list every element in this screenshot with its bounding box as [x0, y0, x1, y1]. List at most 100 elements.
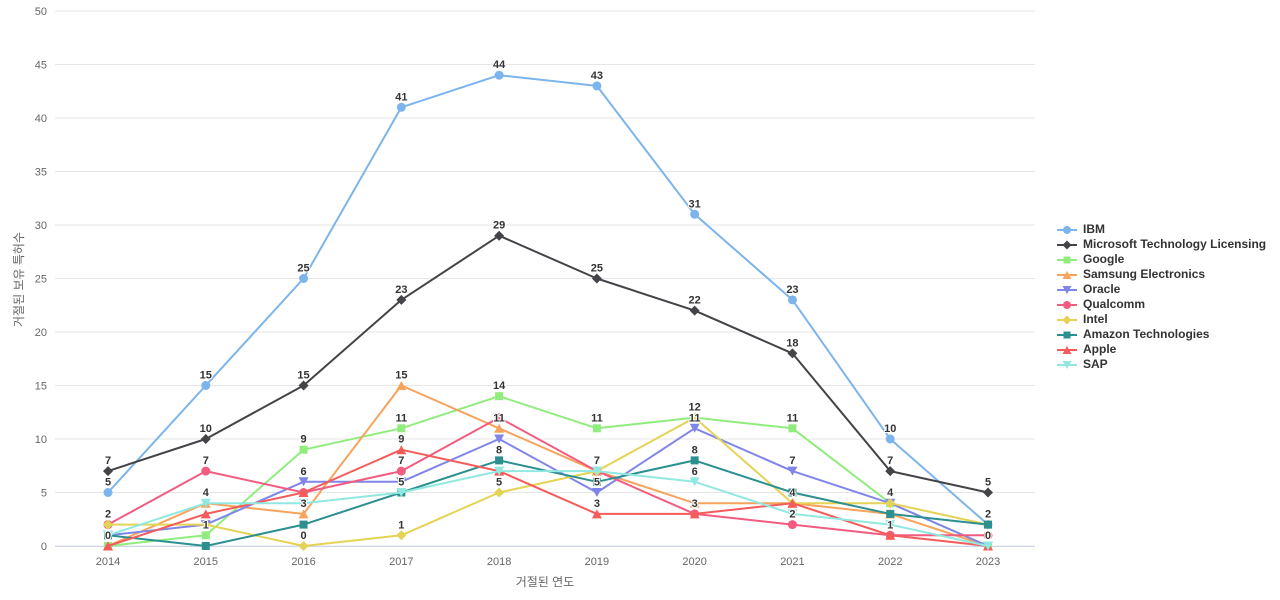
data-point-microsoft-technology-licensing[interactable] — [494, 230, 505, 241]
data-point-google[interactable] — [592, 424, 601, 433]
x-tick-label: 2017 — [389, 556, 413, 568]
data-point-ibm[interactable] — [885, 434, 895, 444]
data-point-sap[interactable] — [298, 498, 309, 508]
legend-item-ibm[interactable]: IBM — [1056, 222, 1266, 237]
data-point-sap[interactable] — [689, 477, 700, 487]
data-point-microsoft-technology-licensing[interactable] — [298, 380, 309, 391]
x-axis-title: 거절된 연도 — [515, 575, 575, 589]
data-point-label: 2 — [105, 509, 111, 521]
data-point-qualcomm[interactable] — [396, 466, 406, 476]
data-point-google[interactable] — [397, 424, 406, 433]
legend-item-apple[interactable]: Apple — [1056, 342, 1266, 357]
data-point-ibm[interactable] — [592, 81, 602, 91]
data-point-ibm[interactable] — [201, 381, 211, 390]
series-line-qualcomm[interactable] — [107, 416, 989, 537]
legend-item-samsung-electronics[interactable]: Samsung Electronics — [1056, 267, 1266, 282]
data-point-intel[interactable] — [885, 498, 896, 509]
data-point-samsung-electronics[interactable] — [396, 381, 407, 390]
data-point-apple[interactable] — [298, 488, 309, 497]
data-point-amazon-technologies[interactable] — [690, 456, 699, 465]
legend-item-google[interactable]: Google — [1056, 252, 1266, 267]
data-point-apple[interactable] — [689, 509, 700, 519]
data-point-samsung-electronics[interactable] — [689, 498, 700, 508]
data-point-sap[interactable] — [885, 520, 896, 530]
data-point-amazon-technologies[interactable] — [495, 456, 504, 465]
series-line-oracle[interactable] — [107, 427, 989, 547]
data-point-ibm[interactable] — [494, 70, 504, 80]
data-point-apple[interactable] — [103, 541, 113, 551]
data-point-intel[interactable] — [494, 487, 505, 498]
y-tick-label: 0 — [41, 541, 47, 553]
data-point-ibm[interactable] — [690, 209, 700, 219]
data-point-microsoft-technology-licensing[interactable] — [885, 466, 896, 477]
data-point-amazon-technologies[interactable] — [984, 520, 992, 529]
data-point-intel[interactable] — [689, 412, 700, 423]
data-point-sap[interactable] — [396, 488, 407, 497]
data-point-sap[interactable] — [787, 509, 798, 519]
data-point-sap[interactable] — [200, 498, 211, 508]
data-point-apple[interactable] — [787, 498, 798, 508]
data-point-oracle[interactable] — [494, 434, 505, 444]
data-point-label: 3 — [692, 498, 698, 510]
data-point-microsoft-technology-licensing[interactable] — [591, 273, 602, 284]
data-point-google[interactable] — [495, 392, 504, 401]
data-point-microsoft-technology-licensing[interactable] — [396, 294, 407, 305]
data-point-label: 7 — [594, 455, 600, 467]
data-point-sap[interactable] — [591, 466, 602, 476]
legend-item-amazon-technologies[interactable]: Amazon Technologies — [1056, 327, 1266, 342]
data-point-microsoft-technology-licensing[interactable] — [689, 305, 700, 316]
data-point-sap[interactable] — [103, 530, 113, 540]
data-point-ibm[interactable] — [396, 102, 406, 112]
data-point-qualcomm[interactable] — [983, 530, 993, 540]
data-point-qualcomm[interactable] — [787, 520, 797, 530]
data-point-amazon-technologies[interactable] — [788, 488, 797, 497]
data-point-ibm[interactable] — [299, 274, 309, 283]
data-point-samsung-electronics[interactable] — [298, 509, 309, 519]
data-point-sap[interactable] — [983, 541, 993, 551]
data-point-oracle[interactable] — [396, 477, 407, 487]
legend-item-sap[interactable]: SAP — [1056, 357, 1266, 372]
data-point-oracle[interactable] — [689, 423, 700, 433]
data-point-oracle[interactable] — [787, 466, 798, 476]
data-point-apple[interactable] — [591, 509, 602, 519]
data-point-google[interactable] — [299, 445, 308, 454]
data-point-apple[interactable] — [396, 445, 407, 455]
data-point-amazon-technologies[interactable] — [886, 509, 895, 518]
data-point-qualcomm[interactable] — [201, 466, 211, 476]
data-point-sap[interactable] — [494, 466, 505, 476]
data-point-amazon-technologies[interactable] — [592, 477, 601, 486]
data-point-apple[interactable] — [200, 509, 211, 519]
data-point-oracle[interactable] — [298, 477, 309, 487]
legend-item-qualcomm[interactable]: Qualcomm — [1056, 297, 1266, 312]
data-point-intel[interactable] — [103, 519, 113, 530]
data-point-intel[interactable] — [200, 519, 211, 530]
legend-item-intel[interactable]: Intel — [1056, 312, 1266, 327]
data-point-google[interactable] — [201, 531, 210, 540]
data-point-intel[interactable] — [396, 530, 407, 541]
data-point-intel[interactable] — [298, 541, 309, 551]
data-point-qualcomm[interactable] — [494, 413, 504, 423]
data-point-google[interactable] — [788, 424, 797, 433]
legend-item-microsoft-technology-licensing[interactable]: Microsoft Technology Licensing — [1056, 237, 1266, 252]
series-line-microsoft-technology-licensing[interactable] — [107, 234, 989, 494]
data-point-amazon-technologies[interactable] — [299, 520, 308, 529]
series-line-samsung-electronics[interactable] — [107, 384, 989, 547]
legend-item-oracle[interactable]: Oracle — [1056, 282, 1266, 297]
data-point-microsoft-technology-licensing[interactable] — [983, 487, 993, 498]
series-line-ibm[interactable] — [107, 74, 989, 526]
data-point-label: 5 — [496, 477, 502, 489]
data-point-amazon-technologies[interactable] — [201, 542, 210, 550]
data-point-label: 14 — [493, 380, 506, 392]
data-point-microsoft-technology-licensing[interactable] — [200, 434, 211, 444]
series-line-google[interactable] — [107, 395, 989, 547]
data-point-oracle[interactable] — [591, 488, 602, 497]
data-point-microsoft-technology-licensing[interactable] — [103, 466, 113, 477]
data-point-ibm[interactable] — [787, 295, 797, 305]
data-point-apple[interactable] — [885, 530, 896, 540]
data-point-microsoft-technology-licensing[interactable] — [787, 348, 798, 359]
data-point-ibm[interactable] — [103, 488, 113, 497]
series-line-intel[interactable] — [107, 416, 989, 547]
data-point-samsung-electronics[interactable] — [494, 423, 505, 433]
x-tick-label: 2019 — [585, 556, 609, 568]
series-line-sap[interactable] — [107, 470, 989, 547]
